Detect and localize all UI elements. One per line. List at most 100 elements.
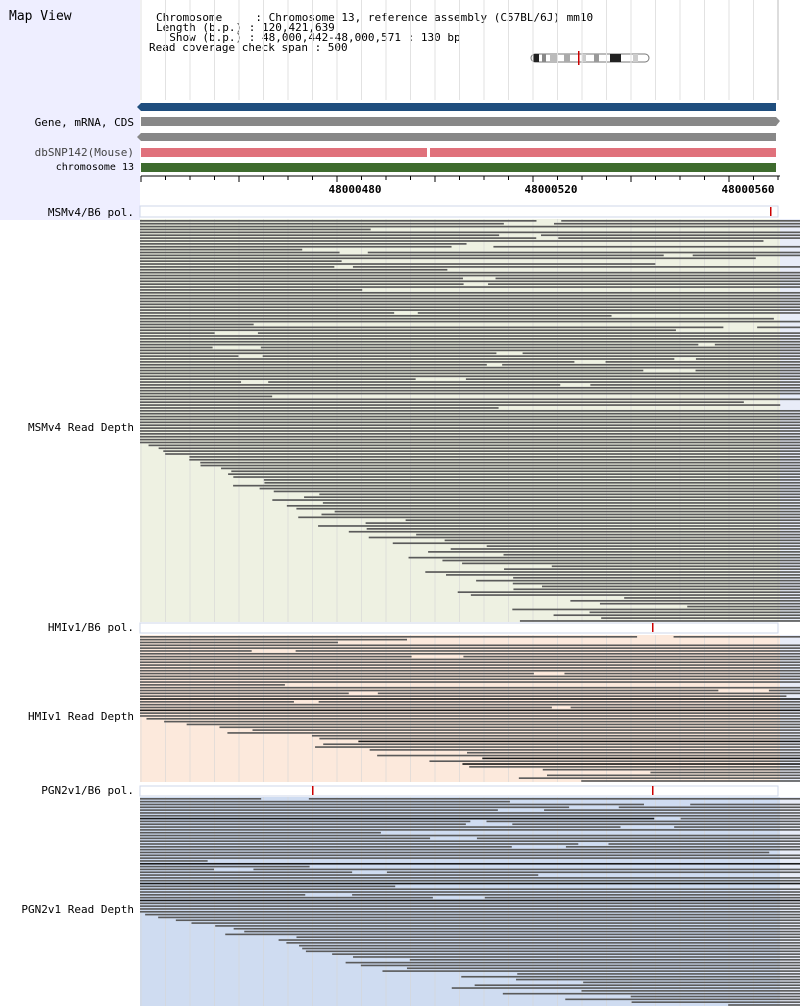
dbsnp-bar-left[interactable] [141,148,427,157]
sequence-read[interactable] [547,774,800,777]
sequence-read[interactable] [673,636,800,638]
sequence-read[interactable] [140,823,466,826]
sequence-read[interactable] [140,800,510,803]
sequence-read[interactable] [140,703,800,706]
sequence-read[interactable] [140,834,800,837]
sequence-read[interactable] [461,975,800,978]
sequence-read[interactable] [140,225,800,228]
sequence-read[interactable] [140,323,254,326]
sequence-read[interactable] [425,571,800,573]
sequence-read[interactable] [428,551,800,553]
sequence-read[interactable] [519,620,800,622]
sequence-read[interactable] [561,220,800,222]
sequence-read[interactable] [140,638,408,641]
sequence-read[interactable] [140,441,800,444]
sequence-read[interactable] [386,871,800,874]
sequence-read[interactable] [140,843,579,845]
sequence-read[interactable] [262,355,800,357]
sequence-read[interactable] [630,995,800,998]
sequence-read[interactable] [541,234,800,237]
sequence-read[interactable] [409,958,800,961]
sequence-read[interactable] [408,556,800,559]
sequence-read[interactable] [140,363,487,366]
sequence-read[interactable] [286,504,800,507]
sequence-read[interactable] [382,970,800,972]
sequence-read[interactable] [228,473,800,475]
sequence-read[interactable] [522,352,800,355]
polymorphism-bar[interactable] [139,622,779,634]
sequence-read[interactable] [146,717,800,720]
sequence-read[interactable] [140,848,800,851]
sequence-read[interactable] [469,766,800,768]
sequence-read[interactable] [263,479,800,481]
sequence-read[interactable] [583,981,800,984]
polymorphism-bar[interactable] [139,785,779,797]
sequence-read[interactable] [140,231,800,234]
sequence-read[interactable] [219,726,800,729]
sequence-read[interactable] [553,614,800,617]
sequence-read[interactable] [541,585,800,588]
sequence-read[interactable] [589,611,800,614]
sequence-read[interactable] [692,254,800,257]
sequence-read[interactable] [358,740,800,743]
sequence-read[interactable] [140,910,800,913]
sequence-read[interactable] [140,712,800,714]
sequence-read[interactable] [318,525,800,527]
sequence-read[interactable] [680,817,800,820]
sequence-read[interactable] [465,378,800,380]
sequence-read[interactable] [319,493,800,496]
sequence-read[interactable] [158,447,800,450]
sequence-read[interactable] [451,987,800,989]
sequence-read[interactable] [231,470,800,473]
sequence-read[interactable] [140,349,800,352]
sequence-read[interactable] [140,647,800,649]
sequence-read[interactable] [140,375,800,378]
sequence-read[interactable] [377,692,800,695]
sequence-read[interactable] [503,553,800,556]
sequence-read[interactable] [164,720,800,723]
sequence-read[interactable] [175,919,800,922]
sequence-read[interactable] [140,894,306,896]
sequence-read[interactable] [564,672,800,675]
sequence-read[interactable] [295,650,800,652]
sequence-read[interactable] [253,868,800,871]
sequence-read[interactable] [200,464,800,467]
sequence-read[interactable] [140,220,537,222]
sequence-read[interactable] [581,990,800,992]
sequence-read[interactable] [352,266,800,268]
sequence-read[interactable] [504,568,800,570]
sequence-read[interactable] [189,456,800,458]
sequence-read[interactable] [618,806,800,809]
sequence-read[interactable] [140,692,349,695]
sequence-read[interactable] [695,369,800,372]
sequence-read[interactable] [140,695,787,697]
sequence-read[interactable] [140,346,213,349]
sequence-read[interactable] [140,340,800,343]
sequence-read[interactable] [140,407,499,409]
sequence-read[interactable] [145,913,800,916]
sequence-read[interactable] [140,798,262,800]
sequence-read[interactable] [518,777,800,779]
chromosome-bar[interactable] [141,163,776,172]
sequence-read[interactable] [140,433,800,435]
sequence-read[interactable] [140,435,800,438]
sequence-read[interactable] [462,763,800,765]
sequence-read[interactable] [599,602,800,605]
sequence-read[interactable] [140,424,800,427]
sequence-read[interactable] [348,530,800,533]
sequence-read[interactable] [544,809,800,811]
sequence-read[interactable] [140,309,800,311]
sequence-read[interactable] [140,369,644,372]
sequence-read[interactable] [140,300,800,303]
sequence-read[interactable] [140,358,675,360]
sequence-read[interactable] [140,286,800,288]
sequence-read[interactable] [140,675,800,678]
sequence-read[interactable] [140,664,800,666]
sequence-read[interactable] [140,678,800,681]
sequence-read[interactable] [476,579,800,582]
sequence-read[interactable] [221,467,800,470]
sequence-read[interactable] [140,254,664,257]
sequence-read[interactable] [191,922,800,924]
sequence-read[interactable] [467,751,800,754]
sequence-read[interactable] [140,317,774,320]
